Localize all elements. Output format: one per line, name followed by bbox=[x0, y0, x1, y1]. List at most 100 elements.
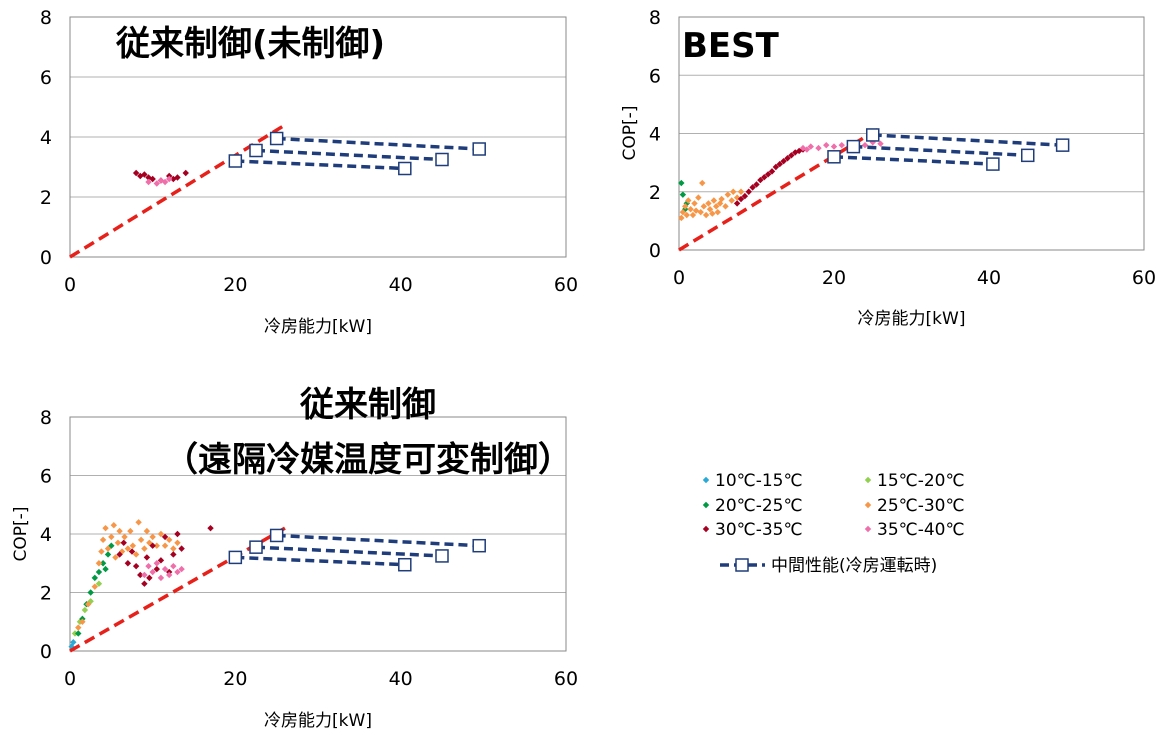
scatter-point bbox=[166, 571, 173, 579]
y-tick-label: 2 bbox=[40, 187, 52, 209]
scatter-point bbox=[757, 176, 764, 184]
scatter-point bbox=[749, 184, 756, 191]
performance-point bbox=[435, 152, 449, 167]
scatter-point bbox=[776, 160, 783, 168]
scatter-point bbox=[95, 568, 103, 576]
performance-point bbox=[269, 528, 284, 543]
scatter-point bbox=[135, 519, 142, 526]
x-tick-label: 20 bbox=[223, 668, 247, 690]
scatter-point bbox=[91, 583, 98, 590]
legend-marker bbox=[864, 476, 872, 484]
reference-line bbox=[69, 123, 286, 259]
scatter-point bbox=[815, 144, 822, 152]
performance-point bbox=[827, 150, 841, 164]
scatter-point bbox=[157, 574, 165, 582]
scatter-point bbox=[81, 606, 89, 614]
scatter-point bbox=[710, 197, 718, 204]
y-axis-label: COP[-] bbox=[620, 106, 640, 161]
plot-area bbox=[678, 16, 1145, 251]
scatter-point bbox=[141, 580, 148, 587]
scatter-point bbox=[108, 542, 115, 549]
performance-point bbox=[1055, 138, 1070, 152]
scatter-point bbox=[68, 643, 75, 650]
scatter-point bbox=[182, 169, 189, 177]
legend-label: 25℃-30℃ bbox=[877, 496, 965, 516]
scatter-point bbox=[170, 562, 177, 570]
scatter-point bbox=[84, 601, 92, 608]
scatter-point bbox=[691, 200, 698, 207]
scatter-point bbox=[102, 524, 109, 532]
scatter-point bbox=[803, 146, 811, 153]
performance-point bbox=[472, 142, 486, 156]
scatter-point bbox=[149, 533, 156, 541]
scatter-point bbox=[132, 551, 140, 558]
scatter-point bbox=[141, 171, 148, 178]
scatter-point bbox=[104, 551, 112, 558]
y-tick-label: 4 bbox=[40, 524, 52, 546]
scatter-point bbox=[174, 530, 181, 538]
scatter-point bbox=[112, 554, 119, 561]
scatter-point bbox=[149, 568, 156, 576]
y-tick-label: 6 bbox=[649, 65, 661, 87]
scatter-point bbox=[685, 197, 692, 204]
scatter-point bbox=[98, 548, 105, 555]
scatter-point bbox=[145, 562, 152, 570]
scatter-point bbox=[697, 208, 704, 216]
scatter-point bbox=[79, 618, 86, 625]
scatter-point bbox=[174, 539, 181, 546]
performance-point bbox=[986, 157, 1000, 171]
scatter-point bbox=[679, 191, 687, 198]
legend-line-marker bbox=[735, 558, 749, 572]
scatter-point bbox=[132, 562, 140, 570]
x-tick-label: 20 bbox=[223, 274, 247, 296]
legend-marker bbox=[864, 525, 872, 533]
scatter-point bbox=[153, 180, 160, 187]
scatter-point bbox=[807, 143, 814, 150]
scatter-point bbox=[114, 539, 122, 546]
performance-point bbox=[228, 550, 243, 565]
scatter-point bbox=[143, 554, 151, 561]
scatter-point bbox=[132, 169, 140, 177]
y-tick-label: 0 bbox=[40, 247, 52, 269]
x-axis-label: 冷房能力[kW] bbox=[858, 309, 966, 329]
scatter-point bbox=[157, 530, 165, 538]
x-tick-label: 60 bbox=[1132, 267, 1156, 289]
scatter-point bbox=[71, 630, 79, 637]
x-tick-label: 20 bbox=[822, 267, 846, 289]
scatter-point bbox=[174, 174, 181, 181]
scatter-point bbox=[75, 624, 82, 631]
scatter-point bbox=[143, 527, 151, 535]
performance-point bbox=[228, 154, 243, 168]
scatter-point bbox=[687, 206, 694, 213]
performance-line bbox=[276, 136, 480, 151]
y-tick-label: 6 bbox=[40, 67, 52, 89]
legend-marker bbox=[702, 501, 710, 509]
reference-line bbox=[69, 526, 286, 653]
chart-1: 0 2 4 6 8 0 20 40 60 冷房能力[kW] 従来制御(未制御) bbox=[40, 7, 578, 337]
scatter-point bbox=[706, 206, 714, 213]
scatter-point bbox=[761, 173, 768, 181]
scatter-point bbox=[91, 574, 98, 582]
scatter-point bbox=[137, 571, 144, 579]
scatter-point bbox=[768, 168, 776, 175]
scatter-point bbox=[99, 536, 107, 544]
performance-point bbox=[846, 139, 861, 154]
scatter-point bbox=[753, 181, 760, 188]
scatter-point bbox=[702, 211, 710, 219]
scatter-point bbox=[161, 533, 169, 541]
performance-line bbox=[833, 155, 993, 166]
scatter-point bbox=[104, 545, 112, 552]
legend: 10℃-15℃ 15℃-20℃ 20℃-25℃ 25℃-30℃ 30℃-35℃ 35℃-4… bbox=[702, 471, 965, 576]
scatter-point bbox=[161, 542, 169, 549]
scatter-point bbox=[129, 542, 137, 549]
y-tick-label: 2 bbox=[649, 182, 661, 204]
legend-line-label: 中間性能(冷房運転時) bbox=[771, 556, 937, 576]
performance-point bbox=[249, 143, 263, 158]
scatter-point bbox=[737, 188, 745, 195]
scatter-point bbox=[102, 565, 109, 573]
x-tick-label: 0 bbox=[64, 668, 76, 690]
scatter-point bbox=[733, 200, 741, 207]
scatter-point bbox=[838, 141, 845, 149]
performance-line bbox=[872, 133, 1063, 147]
